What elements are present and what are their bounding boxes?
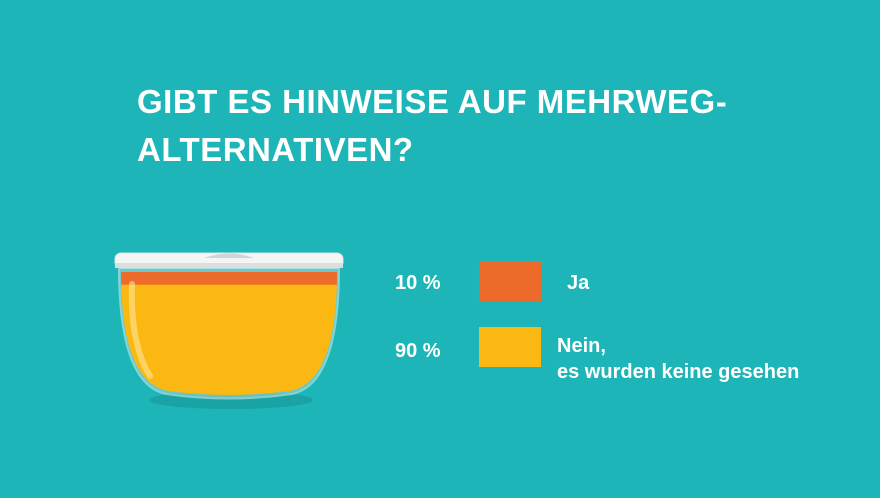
bowl-fill-layers (121, 272, 337, 395)
bowl-slice-2 (121, 284, 337, 395)
bowl-chart (108, 244, 358, 424)
legend-label-2: Nein, es wurden keine gesehen (557, 335, 800, 383)
title-line-2: ALTERNATIVEN? (137, 131, 414, 168)
legend-swatch-1 (479, 261, 541, 301)
title-line-1: GIBT ES HINWEISE AUF MEHRWEG- (137, 83, 728, 120)
bowl-lid-rim (115, 263, 343, 268)
bowl-highlight (128, 281, 153, 379)
legend-swatch-2 (479, 327, 541, 367)
page-title: GIBT ES HINWEISE AUF MEHRWEG- ALTERNATIV… (137, 78, 757, 174)
legend-label-1: Ja (567, 272, 590, 294)
bowl-lid-tab (204, 253, 254, 258)
legend-value-1: 10 % (395, 272, 441, 294)
legend-value-2: 90 % (395, 340, 441, 362)
bowl-slice-1 (121, 272, 337, 286)
bowl-chart-svg (114, 252, 344, 409)
